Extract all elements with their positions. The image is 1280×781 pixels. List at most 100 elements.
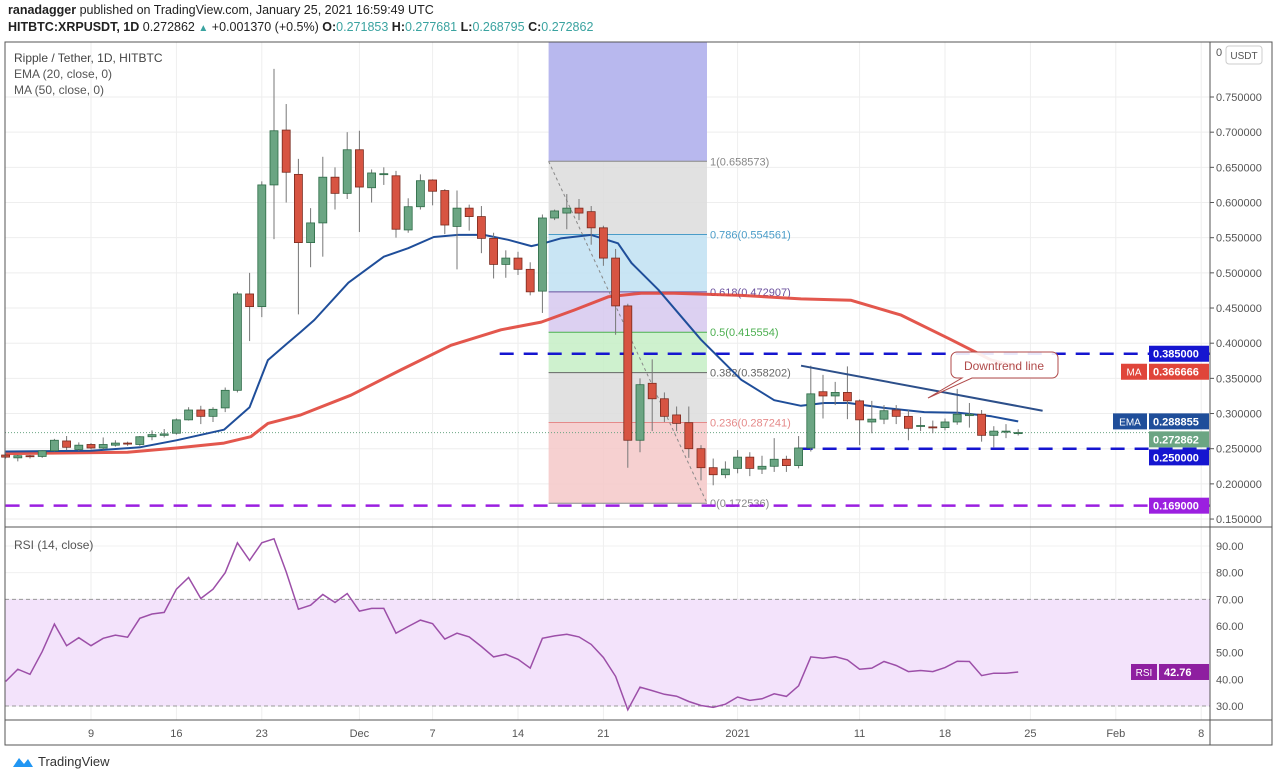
- candle-up: [562, 194, 572, 230]
- legend-ema[interactable]: EMA (20, close, 0): [14, 67, 112, 81]
- candle-body: [306, 222, 316, 244]
- candle-up: [769, 438, 779, 472]
- candle-down: [476, 206, 486, 254]
- callout-box: [927, 351, 1059, 399]
- candle-up: [379, 167, 389, 185]
- candle-body: [86, 444, 96, 449]
- price-axis-label: 0.500000: [1216, 268, 1262, 280]
- rsi-line: [5, 537, 1019, 712]
- symbol-info: HITBTC:XRPUSDT, 1D 0.272862 ▲ +0.001370 …: [8, 20, 593, 34]
- candle-body: [782, 458, 791, 466]
- rsi-pane: [5, 537, 1210, 712]
- time-axis-label: 14: [512, 728, 524, 740]
- candle-body: [98, 444, 108, 449]
- candle-body: [733, 456, 742, 469]
- candle-down: [440, 189, 450, 235]
- candle-body: [501, 257, 511, 265]
- rsi-label: RSI: [1136, 668, 1153, 679]
- candle-body: [147, 434, 157, 438]
- candle-up: [13, 455, 23, 462]
- candle-down: [684, 406, 694, 458]
- candle-up: [37, 450, 47, 458]
- time-axis-label: 21: [597, 728, 609, 740]
- candle-body: [904, 415, 913, 429]
- candle-body: [855, 400, 864, 421]
- horizontal-levels[interactable]: [5, 352, 1210, 507]
- price-tag-value: 0.288855: [1153, 416, 1199, 428]
- fib-retracement[interactable]: 1(0.658573)0.786(0.554561)0.618(0.472907…: [548, 42, 791, 510]
- candle-body: [757, 465, 767, 470]
- candle-up: [965, 402, 974, 428]
- candle-down: [782, 455, 791, 472]
- time-axis-label: 7: [430, 728, 436, 740]
- price-tag-value: 0.250000: [1153, 452, 1199, 464]
- candle-down: [464, 204, 474, 231]
- close-value: 0.272862: [541, 20, 594, 34]
- candle-up: [135, 436, 145, 446]
- candle-body: [184, 409, 194, 421]
- candle-body: [415, 180, 425, 208]
- candle-body: [50, 439, 59, 452]
- low-label: L:: [460, 20, 473, 34]
- fib-level-label: 0.236(0.287241): [710, 418, 791, 430]
- legend-ma[interactable]: MA (50, close, 0): [14, 83, 104, 97]
- time-axis-label: 23: [256, 728, 268, 740]
- candle-body: [684, 422, 694, 450]
- legend-rsi[interactable]: RSI (14, close): [14, 538, 93, 552]
- candle-body: [1, 454, 10, 458]
- candle-down: [904, 410, 913, 441]
- currency-button[interactable]: USDT: [1225, 45, 1263, 65]
- publisher-name[interactable]: ranadagger: [8, 3, 77, 17]
- candle-body: [342, 149, 352, 194]
- open-value: 0.271853: [336, 20, 389, 34]
- candle-body: [916, 425, 925, 427]
- candle-body: [940, 421, 950, 428]
- candle-down: [1, 453, 10, 459]
- candle-body: [281, 129, 291, 173]
- candle-down: [391, 170, 401, 238]
- tradingview-logo-icon: [13, 757, 33, 767]
- symbol: HITBTC:XRPUSDT, 1D: [8, 20, 140, 34]
- candle-down: [245, 272, 255, 342]
- candle-down: [354, 130, 364, 233]
- candle-up: [721, 461, 730, 479]
- tradingview-logo[interactable]: TradingView: [12, 754, 110, 769]
- time-axis-label: 11: [854, 728, 865, 740]
- candle-body: [1013, 432, 1023, 435]
- candle-up: [879, 405, 889, 425]
- candle-body: [806, 393, 816, 449]
- candle-down: [525, 262, 535, 296]
- candle-up: [794, 436, 803, 469]
- candle-down: [977, 410, 986, 442]
- candle-up: [171, 418, 181, 435]
- candle-body: [879, 410, 889, 420]
- candle-body: [599, 227, 608, 259]
- candle-body: [721, 468, 730, 476]
- candle-body: [989, 430, 999, 436]
- candle-up: [916, 417, 925, 432]
- candle-body: [965, 413, 974, 417]
- ema20-path: [5, 233, 1019, 453]
- axes: 0 0.750000 0.700000 0.650000 0.600000 0.55000…: [88, 47, 1262, 740]
- candle-down: [660, 392, 669, 422]
- candle-body: [37, 450, 47, 457]
- candle-down: [599, 225, 608, 266]
- candle-body: [440, 190, 450, 226]
- price-axis-label: 0.600000: [1216, 198, 1262, 210]
- candle-down: [489, 232, 499, 279]
- candle-down: [123, 441, 132, 446]
- chart-frame: [4, 41, 1273, 746]
- ma50-path: [5, 291, 1019, 456]
- candle-down: [196, 405, 206, 425]
- candle-body: [745, 456, 755, 469]
- price-tag: [1149, 497, 1209, 514]
- candle-up: [806, 365, 816, 452]
- candle-body: [379, 173, 389, 176]
- downtrend-line[interactable]: Downtrend line: [800, 351, 1059, 412]
- candle-body: [623, 305, 633, 441]
- rsi-value: 42.76: [1164, 667, 1192, 679]
- candle-up: [208, 407, 218, 422]
- candle-body: [464, 207, 474, 217]
- candle-body: [208, 408, 218, 417]
